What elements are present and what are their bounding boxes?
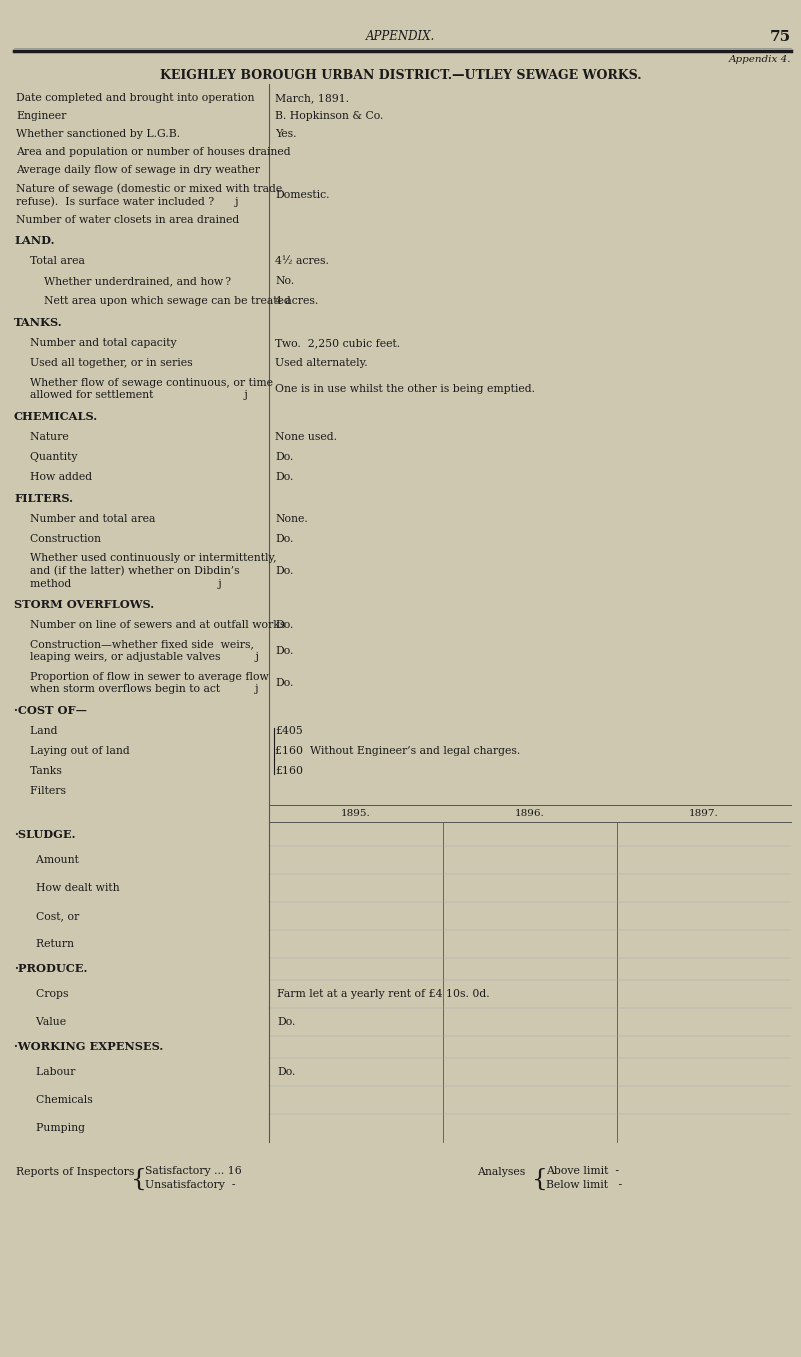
Text: Do.: Do. (275, 452, 293, 461)
Text: Appendix 4.: Appendix 4. (728, 56, 791, 64)
Text: How dealt with: How dealt with (22, 883, 119, 893)
Text: No.: No. (275, 275, 294, 286)
Text: Nature: Nature (16, 432, 69, 442)
Text: APPENDIX.: APPENDIX. (366, 30, 435, 43)
Text: Above limit  -: Above limit - (545, 1166, 618, 1177)
Text: Whether sanctioned by L.G.B.: Whether sanctioned by L.G.B. (16, 129, 180, 138)
Text: Chemicals: Chemicals (22, 1095, 93, 1105)
Text: Do.: Do. (275, 472, 293, 482)
Text: Value: Value (22, 1016, 66, 1027)
Text: Laying out of land: Laying out of land (16, 746, 130, 756)
Text: {: { (131, 1168, 147, 1191)
Text: Used alternately.: Used alternately. (275, 358, 368, 368)
Text: Do.: Do. (277, 1016, 296, 1027)
Text: One is in use whilst the other is being emptied.: One is in use whilst the other is being … (275, 384, 535, 394)
Text: 1897.: 1897. (689, 809, 719, 818)
Text: How added: How added (16, 472, 92, 482)
Text: Quantity: Quantity (16, 452, 78, 461)
Text: TANKS.: TANKS. (14, 316, 62, 327)
Text: Construction—whether fixed side  weirs,
    leaping weirs, or adjustable valves : Construction—whether fixed side weirs, l… (16, 639, 259, 662)
Text: 1895.: 1895. (341, 809, 371, 818)
Text: Do.: Do. (275, 678, 293, 688)
Text: Do.: Do. (275, 535, 293, 544)
Text: ·COST OF—: ·COST OF— (14, 704, 87, 715)
Text: FILTERS.: FILTERS. (14, 493, 73, 503)
Text: Nett area upon which sewage can be treated: Nett area upon which sewage can be treat… (16, 296, 291, 305)
Text: Number on line of sewers and at outfall works: Number on line of sewers and at outfall … (16, 620, 285, 630)
Text: Do.: Do. (277, 1067, 296, 1077)
Text: ·PRODUCE.: ·PRODUCE. (14, 963, 87, 974)
Text: Unsatisfactory  -: Unsatisfactory - (145, 1181, 235, 1190)
Text: Nature of sewage (domestic or mixed with trade
refuse).  Is surface water includ: Nature of sewage (domestic or mixed with… (16, 183, 282, 208)
Text: STORM OVERFLOWS.: STORM OVERFLOWS. (14, 598, 154, 609)
Text: Used all together, or in series: Used all together, or in series (16, 358, 192, 368)
Text: ·SLUDGE.: ·SLUDGE. (14, 829, 75, 840)
Text: 1896.: 1896. (515, 809, 545, 818)
Text: £160: £160 (275, 765, 303, 776)
Text: Labour: Labour (22, 1067, 75, 1077)
Text: B. Hopkinson & Co.: B. Hopkinson & Co. (275, 111, 384, 121)
Text: Reports of Inspectors: Reports of Inspectors (16, 1167, 135, 1177)
Text: Area and population or number of houses drained: Area and population or number of houses … (16, 147, 291, 157)
Text: KEIGHLEY BOROUGH URBAN DISTRICT.—UTLEY SEWAGE WORKS.: KEIGHLEY BOROUGH URBAN DISTRICT.—UTLEY S… (159, 69, 642, 81)
Text: Engineer: Engineer (16, 111, 66, 121)
Text: Filters: Filters (16, 786, 66, 797)
Text: CHEMICALS.: CHEMICALS. (14, 411, 99, 422)
Text: £405: £405 (275, 726, 303, 735)
Text: Return: Return (22, 939, 74, 949)
Text: Whether underdrained, and how ?: Whether underdrained, and how ? (16, 275, 231, 286)
Text: 75: 75 (770, 30, 791, 43)
Text: Do.: Do. (275, 646, 293, 655)
Text: Whether flow of sewage continuous, or time
    allowed for settlement           : Whether flow of sewage continuous, or ti… (16, 377, 273, 400)
Text: Land: Land (16, 726, 58, 735)
Text: Yes.: Yes. (275, 129, 296, 138)
Text: Proportion of flow in sewer to average flow
    when storm overflows begin to ac: Proportion of flow in sewer to average f… (16, 672, 269, 695)
Text: ·WORKING EXPENSES.: ·WORKING EXPENSES. (14, 1042, 163, 1053)
Text: Pumping: Pumping (22, 1124, 85, 1133)
Text: 4 acres.: 4 acres. (275, 296, 318, 305)
Text: March, 1891.: March, 1891. (275, 94, 349, 103)
Text: Total area: Total area (16, 256, 85, 266)
Text: Whether used continuously or intermittently,
    and (if the latter) whether on : Whether used continuously or intermitten… (16, 554, 276, 589)
Text: Domestic.: Domestic. (275, 190, 330, 199)
Text: Number and total area: Number and total area (16, 514, 155, 524)
Text: {: { (532, 1168, 547, 1191)
Text: £160  Without Engineer’s and legal charges.: £160 Without Engineer’s and legal charge… (275, 746, 521, 756)
Text: Number of water closets in area drained: Number of water closets in area drained (16, 214, 239, 225)
Text: Average daily flow of sewage in dry weather: Average daily flow of sewage in dry weat… (16, 166, 260, 175)
Text: Number and total capacity: Number and total capacity (16, 338, 177, 347)
Text: Satisfactory ... 16: Satisfactory ... 16 (145, 1166, 242, 1177)
Text: 4½ acres.: 4½ acres. (275, 256, 329, 266)
Text: Farm let at a yearly rent of £4 10s. 0d.: Farm let at a yearly rent of £4 10s. 0d. (277, 989, 489, 999)
Text: None.: None. (275, 514, 308, 524)
Text: Below limit   -: Below limit - (545, 1181, 622, 1190)
Text: Cost, or: Cost, or (22, 911, 79, 921)
Text: Date completed and brought into operation: Date completed and brought into operatio… (16, 94, 255, 103)
Text: Construction: Construction (16, 535, 101, 544)
Text: Do.: Do. (275, 620, 293, 630)
Text: None used.: None used. (275, 432, 337, 442)
Text: Crops: Crops (22, 989, 69, 999)
Text: LAND.: LAND. (14, 235, 54, 246)
Text: Tanks: Tanks (16, 765, 62, 776)
Text: Two.  2,250 cubic feet.: Two. 2,250 cubic feet. (275, 338, 400, 347)
Text: Analyses: Analyses (477, 1167, 525, 1177)
Text: Amount: Amount (22, 855, 78, 864)
Text: Do.: Do. (275, 566, 293, 575)
